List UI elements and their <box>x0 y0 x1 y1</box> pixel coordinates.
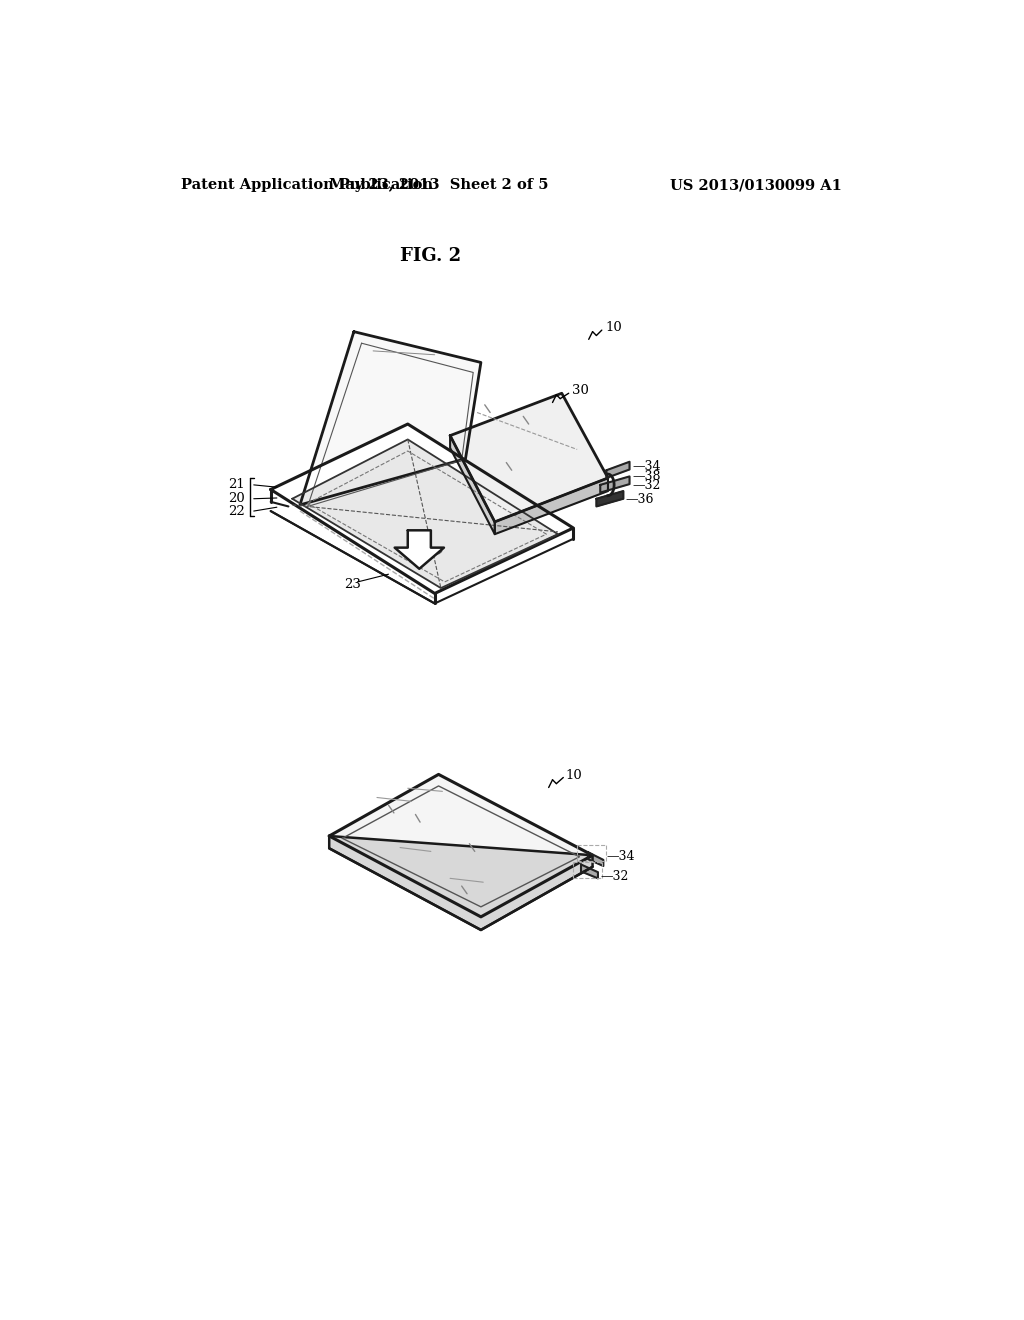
Polygon shape <box>394 531 444 569</box>
Polygon shape <box>330 775 593 917</box>
Polygon shape <box>495 478 608 535</box>
Text: —32: —32 <box>633 479 660 492</box>
Text: US 2013/0130099 A1: US 2013/0130099 A1 <box>670 178 842 193</box>
Polygon shape <box>588 853 603 866</box>
Text: —32: —32 <box>600 870 629 883</box>
Text: 23: 23 <box>345 578 361 591</box>
Text: 10: 10 <box>605 321 623 334</box>
Text: 21: 21 <box>228 478 245 491</box>
Polygon shape <box>300 331 481 506</box>
Text: 20: 20 <box>228 492 245 506</box>
Polygon shape <box>596 491 624 507</box>
Text: 22: 22 <box>228 504 245 517</box>
Polygon shape <box>606 462 630 478</box>
Text: —38: —38 <box>633 470 662 483</box>
Polygon shape <box>330 836 593 929</box>
Text: 10: 10 <box>565 770 583 783</box>
Text: —36: —36 <box>626 492 654 506</box>
Polygon shape <box>600 477 630 492</box>
Polygon shape <box>292 440 558 589</box>
Polygon shape <box>451 436 495 535</box>
Polygon shape <box>451 393 608 521</box>
Text: —34: —34 <box>606 850 635 863</box>
Polygon shape <box>270 424 573 594</box>
Text: 30: 30 <box>571 384 589 397</box>
Text: Patent Application Publication: Patent Application Publication <box>180 178 432 193</box>
Text: —34: —34 <box>633 459 662 473</box>
Text: May 23, 2013  Sheet 2 of 5: May 23, 2013 Sheet 2 of 5 <box>329 178 548 193</box>
Text: FIG. 2: FIG. 2 <box>400 247 462 265</box>
Polygon shape <box>581 865 598 878</box>
